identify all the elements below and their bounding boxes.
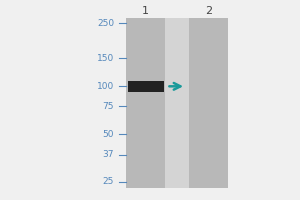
Text: 100: 100: [97, 82, 114, 91]
Bar: [189, 18, 228, 188]
Text: 2: 2: [205, 6, 212, 16]
Text: 150: 150: [97, 54, 114, 63]
Text: 75: 75: [103, 102, 114, 111]
Text: 250: 250: [97, 19, 114, 28]
Text: 50: 50: [103, 130, 114, 139]
Text: 37: 37: [103, 150, 114, 159]
Text: 25: 25: [103, 177, 114, 186]
Text: 1: 1: [142, 6, 149, 16]
Bar: [126, 18, 228, 188]
Bar: [128, 81, 164, 92]
Bar: [126, 18, 165, 188]
